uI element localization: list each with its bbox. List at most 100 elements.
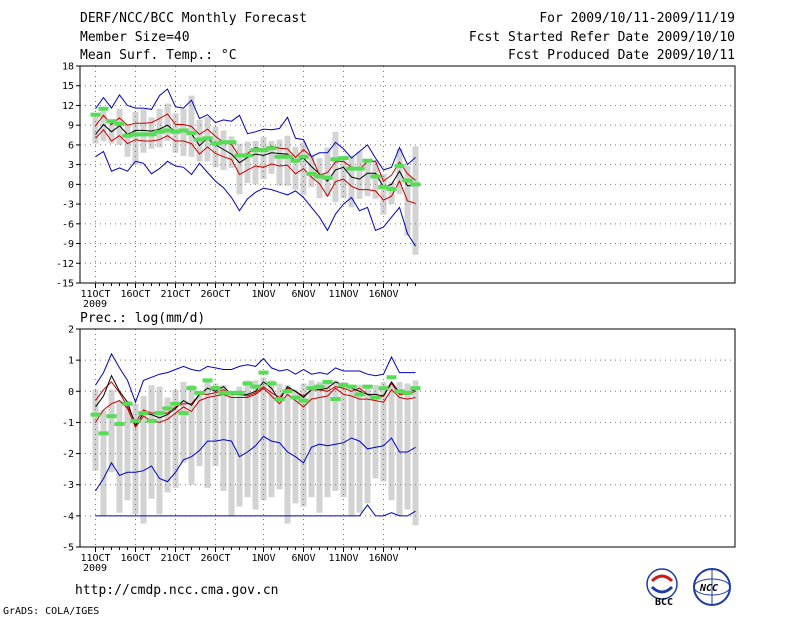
y-tick-label: -4 bbox=[62, 511, 74, 522]
ensemble-bar bbox=[284, 135, 291, 186]
ensemble-bar bbox=[260, 137, 267, 180]
ensemble-bar bbox=[380, 173, 387, 215]
ensemble-bar bbox=[220, 385, 227, 491]
ensemble-bar bbox=[228, 136, 235, 168]
observed-marker bbox=[394, 163, 405, 168]
observed-marker bbox=[322, 175, 333, 180]
ensemble-bar bbox=[108, 123, 115, 144]
series-max bbox=[95, 352, 416, 404]
ensemble-bar bbox=[332, 380, 339, 491]
grads-credit: GrADS: COLA/IGES bbox=[3, 606, 100, 617]
observed-marker bbox=[90, 112, 101, 117]
observed-marker bbox=[282, 154, 293, 159]
observed-marker bbox=[146, 132, 157, 137]
observed-marker bbox=[370, 174, 381, 179]
ensemble-bar bbox=[236, 143, 243, 195]
observed-marker bbox=[266, 381, 277, 386]
x-tick-label: 26OCT bbox=[200, 289, 230, 300]
y-tick-label: -9 bbox=[62, 239, 74, 250]
series-min bbox=[95, 88, 416, 171]
ensemble-bar bbox=[292, 389, 299, 504]
ensemble-bar bbox=[244, 141, 251, 184]
y-tick-label: -12 bbox=[56, 259, 74, 270]
ncc-logo-text: NCC bbox=[699, 583, 718, 594]
variable-label: Mean Surf. Temp.: °C bbox=[80, 48, 237, 63]
observed-marker bbox=[290, 158, 301, 163]
x-tick-label: 11NOV bbox=[328, 553, 358, 564]
y-tick-label: 2 bbox=[68, 325, 74, 336]
x-tick-label: 11OCT bbox=[80, 553, 110, 564]
observed-marker bbox=[162, 128, 173, 133]
series-mean bbox=[95, 123, 416, 188]
observed-marker bbox=[322, 379, 333, 384]
ensemble-bar bbox=[276, 139, 283, 186]
ensemble-bar bbox=[388, 383, 395, 501]
ensemble-bar bbox=[284, 385, 291, 524]
bcc-logo-text: BCC bbox=[655, 597, 673, 607]
observed-marker bbox=[386, 186, 397, 191]
ensemble-bar bbox=[124, 125, 131, 157]
x-tick-label: 16OCT bbox=[120, 553, 150, 564]
observed-marker bbox=[138, 132, 149, 137]
year-label: 2009 bbox=[83, 563, 107, 574]
ensemble-bar bbox=[292, 146, 299, 190]
observed-marker bbox=[162, 406, 173, 411]
ensemble-bar bbox=[372, 385, 379, 479]
x-tick-label: 16OCT bbox=[120, 289, 150, 300]
observed-marker bbox=[274, 154, 285, 159]
ensemble-bar bbox=[236, 386, 243, 507]
observed-marker bbox=[266, 146, 277, 151]
series-meansd bbox=[95, 381, 416, 424]
ensemble-bar bbox=[164, 103, 171, 141]
ensemble-bar bbox=[116, 400, 123, 513]
observed-marker bbox=[290, 395, 301, 400]
ensemble-bar bbox=[260, 377, 267, 501]
ensemble-bar bbox=[388, 181, 395, 205]
y-tick-label: -5 bbox=[62, 543, 74, 554]
series-lowest bbox=[95, 504, 416, 517]
observed-marker bbox=[194, 390, 205, 395]
observed-marker bbox=[130, 132, 141, 137]
observed-marker bbox=[250, 148, 261, 153]
observed-marker bbox=[218, 390, 229, 395]
observed-marker bbox=[98, 431, 109, 436]
ensemble-bar bbox=[396, 381, 403, 516]
observed-marker bbox=[138, 411, 149, 416]
ensemble-bar bbox=[404, 383, 411, 510]
ensemble-bar bbox=[412, 380, 419, 526]
observed-marker bbox=[186, 131, 197, 136]
observed-marker bbox=[274, 397, 285, 402]
y-tick-label: 6 bbox=[68, 140, 74, 151]
ensemble-bar bbox=[180, 381, 187, 463]
y-tick-label: 0 bbox=[68, 180, 74, 191]
ensemble-bar bbox=[268, 380, 275, 498]
x-tick-label: 6NOV bbox=[291, 289, 315, 300]
ensemble-bar bbox=[148, 385, 155, 499]
forecast-period: For 2009/10/11-2009/11/19 bbox=[539, 11, 735, 26]
observed-marker bbox=[242, 153, 253, 158]
x-tick-label: 11OCT bbox=[80, 289, 110, 300]
x-tick-label: 21OCT bbox=[160, 553, 190, 564]
ensemble-bar bbox=[140, 395, 147, 524]
chart-panel-2: 2 1 0 -1 -2 -3 -4 -5 11OCT 16OCT 21OCT 26OCT 1NOV 6NO… bbox=[62, 325, 736, 574]
observed-marker bbox=[178, 411, 189, 416]
observed-marker bbox=[330, 157, 341, 162]
observed-marker bbox=[394, 389, 405, 394]
ensemble-bar bbox=[340, 156, 347, 199]
observed-marker bbox=[346, 384, 357, 389]
ensemble-bar bbox=[364, 160, 371, 197]
observed-marker bbox=[354, 392, 365, 397]
observed-marker bbox=[410, 386, 421, 391]
observed-marker bbox=[314, 384, 325, 389]
ensemble-bar bbox=[140, 109, 147, 153]
observed-marker bbox=[370, 395, 381, 400]
ensemble-bar bbox=[412, 146, 419, 255]
observed-marker bbox=[314, 174, 325, 179]
observed-marker bbox=[362, 384, 373, 389]
ensemble-bar bbox=[324, 383, 331, 498]
observed-marker bbox=[114, 121, 125, 126]
ensemble-bar bbox=[364, 385, 371, 504]
source-url[interactable]: http://cmdp.ncc.cma.gov.cn bbox=[75, 583, 279, 598]
observed-marker bbox=[258, 148, 269, 153]
